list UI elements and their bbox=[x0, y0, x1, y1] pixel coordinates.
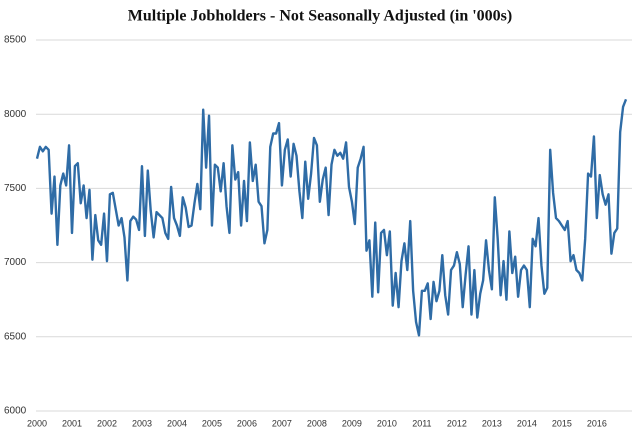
x-tick-label: 2009 bbox=[342, 418, 362, 428]
y-tick-label: 7000 bbox=[4, 257, 27, 268]
x-tick-label: 2015 bbox=[552, 418, 572, 428]
chart-title: Multiple Jobholders - Not Seasonally Adj… bbox=[128, 8, 512, 25]
x-tick-label: 2006 bbox=[237, 418, 257, 428]
x-tick-label: 2013 bbox=[482, 418, 502, 428]
x-tick-label: 2010 bbox=[377, 418, 397, 428]
x-tick-label: 2016 bbox=[587, 418, 607, 428]
data-line bbox=[35, 98, 628, 337]
x-tick-label: 2002 bbox=[97, 418, 117, 428]
y-tick-label: 8500 bbox=[4, 35, 27, 46]
x-tick-label: 2008 bbox=[307, 418, 327, 428]
x-tick-label: 2004 bbox=[167, 418, 187, 428]
x-tick-label: 2014 bbox=[517, 418, 537, 428]
y-tick-label: 7500 bbox=[4, 183, 27, 194]
x-tick-label: 2012 bbox=[447, 418, 467, 428]
y-tick-label: 8000 bbox=[4, 109, 27, 120]
x-tick-label: 2005 bbox=[202, 418, 222, 428]
y-tick-label: 6500 bbox=[4, 331, 27, 342]
x-tick-label: 2000 bbox=[27, 418, 47, 428]
x-tick-label: 2001 bbox=[62, 418, 82, 428]
x-tick-label: 2007 bbox=[272, 418, 292, 428]
y-tick-label: 6000 bbox=[4, 406, 27, 417]
x-tick-label: 2011 bbox=[412, 418, 431, 428]
x-tick-label: 2003 bbox=[132, 418, 152, 428]
